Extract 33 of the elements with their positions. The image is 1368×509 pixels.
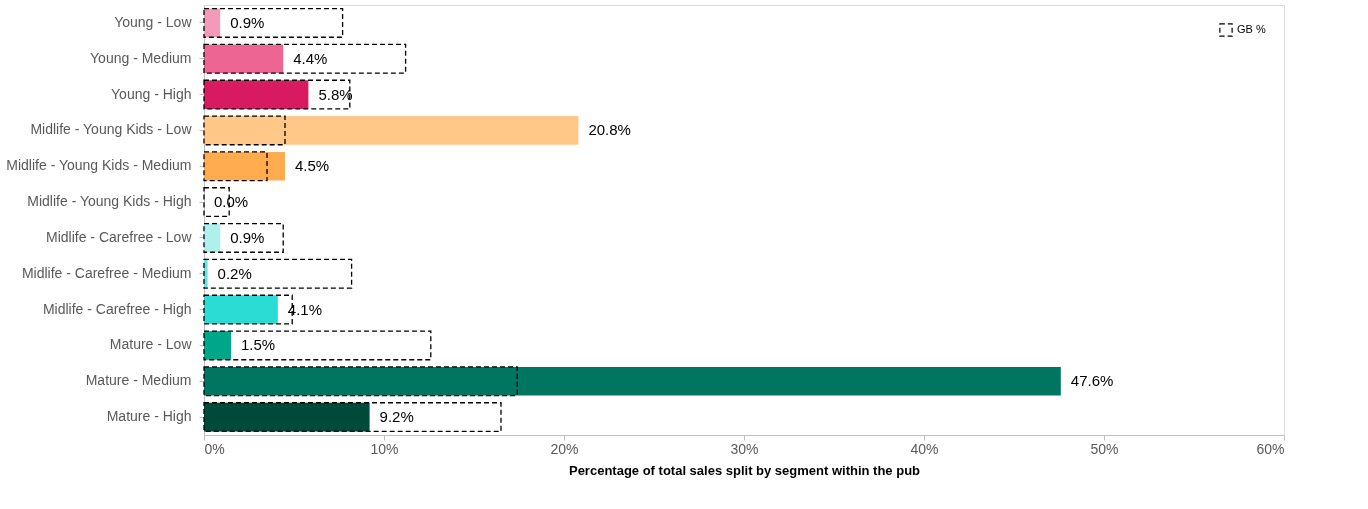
x-axis-title: Percentage of total sales split by segment within the pub <box>568 462 921 478</box>
data-label: 20.8% <box>588 121 631 139</box>
y-tick-label: Mature - Medium <box>85 372 192 389</box>
x-tick-label: 0% <box>204 440 225 457</box>
y-tick-label: Young - High <box>111 85 192 102</box>
x-tick-label: 50% <box>1090 440 1119 457</box>
x-tick-label: 30% <box>730 440 759 457</box>
x-tick-label: 40% <box>910 440 939 457</box>
y-tick-label: Mature - Low <box>109 336 193 353</box>
y-tick-label: Midlife - Carefree - High <box>42 300 192 317</box>
y-tick-label: Midlife - Young Kids - High <box>27 193 192 210</box>
data-label: 4.4% <box>293 49 328 67</box>
legend-label: GB % <box>1237 23 1266 35</box>
data-label: 9.2% <box>379 408 414 426</box>
data-label: 1.5% <box>241 336 276 354</box>
data-label: 47.6% <box>1070 372 1114 390</box>
y-tick-label: Young - Low <box>114 13 193 30</box>
y-tick-label: Midlife - Carefree - Medium <box>21 264 192 281</box>
data-label: 0.2% <box>217 264 252 282</box>
data-label: 4.5% <box>295 157 330 175</box>
data-label: 0.9% <box>230 228 265 246</box>
y-tick-label: Young - Medium <box>90 49 192 66</box>
y-tick-label: Midlife - Young Kids - Low <box>30 121 193 138</box>
y-tick-label: Midlife - Young Kids - Medium <box>6 157 192 174</box>
x-tick-label: 10% <box>370 440 399 457</box>
data-label: 4.1% <box>287 300 322 318</box>
data-label: 0.9% <box>230 13 265 31</box>
data-label: 0.0% <box>214 193 249 211</box>
x-tick-label: 60% <box>1256 440 1285 457</box>
data-label: 5.8% <box>318 85 353 103</box>
y-tick-label: Midlife - Carefree - Low <box>46 228 193 245</box>
y-tick-label: Mature - High <box>106 408 192 425</box>
x-tick-label: 20% <box>550 440 579 457</box>
